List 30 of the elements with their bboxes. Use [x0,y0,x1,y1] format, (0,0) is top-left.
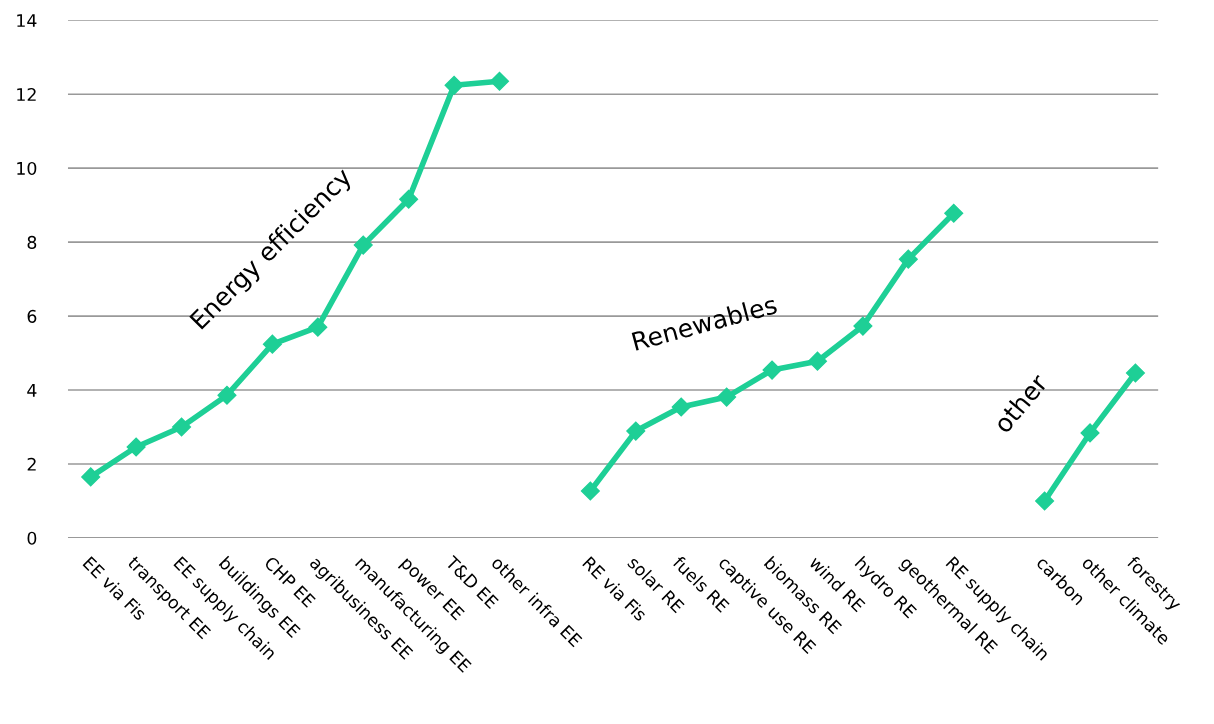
y-tick-label: 12 [17,87,36,101]
y-tick-label: 4 [27,383,37,397]
point [626,421,646,441]
point [353,235,373,255]
point [671,397,691,417]
y-tick-label: 8 [27,235,37,249]
point [807,351,828,371]
point [1035,491,1055,511]
point [1125,363,1145,383]
y-tick-label: 14 [17,14,37,27]
point [399,189,419,209]
point [762,360,782,380]
point [217,385,237,405]
point [308,317,328,337]
y-tick-label: 0 [27,531,37,545]
point [898,249,918,269]
y-tick-label: 6 [27,309,37,323]
point [1080,423,1100,443]
point [126,437,146,457]
point [172,417,192,437]
point [262,334,282,354]
y-tick-label: 10 [17,161,37,176]
point [717,387,737,407]
point [81,467,101,487]
point [853,316,873,336]
point [580,481,600,501]
point [944,203,964,223]
point [444,75,464,95]
y-tick-label: 2 [27,457,36,471]
point [489,71,510,91]
